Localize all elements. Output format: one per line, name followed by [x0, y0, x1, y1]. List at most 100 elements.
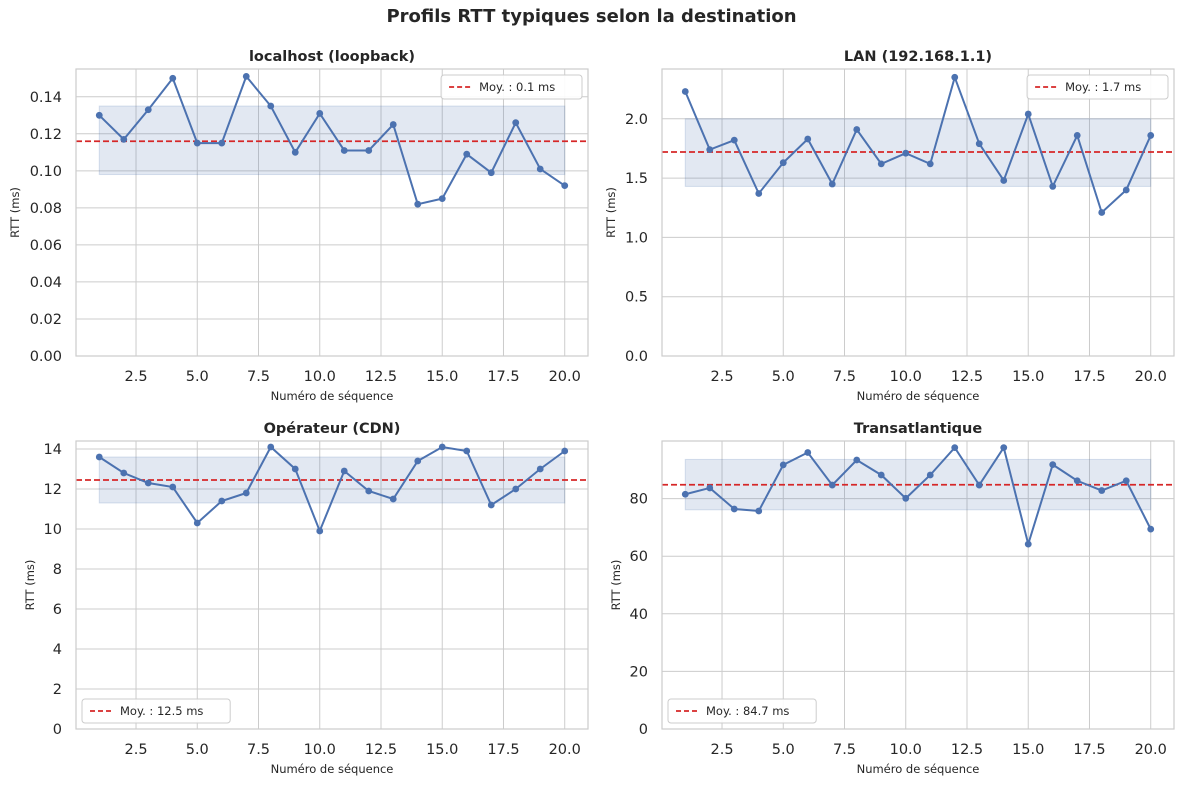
y-tick-label: 14	[44, 442, 62, 458]
x-tick-label: 17.5	[1073, 742, 1105, 758]
x-tick-label: 20.0	[549, 742, 581, 758]
legend: Moy. : 12.5 ms	[81, 698, 231, 724]
data-point	[365, 147, 373, 154]
x-tick-label: 5.0	[772, 742, 795, 758]
data-point	[1147, 525, 1155, 533]
y-axis-label: RTT (ms)	[609, 560, 623, 611]
y-tick-label: 1.0	[625, 230, 648, 246]
y-tick-label: 20	[630, 664, 648, 680]
x-axis-label: Numéro de séquence	[271, 762, 394, 776]
legend-label: Moy. : 84.7 ms	[706, 704, 789, 718]
data-point	[706, 484, 714, 492]
y-tick-label: 0	[53, 722, 62, 738]
data-point	[1000, 444, 1008, 452]
data-point	[316, 110, 324, 117]
data-point	[755, 507, 763, 515]
x-tick-label: 2.5	[710, 742, 733, 758]
y-tick-label: 0.0	[625, 349, 648, 365]
x-tick-label: 7.5	[833, 742, 856, 758]
data-point	[902, 494, 910, 502]
plot-frame	[75, 68, 589, 357]
data-point	[120, 135, 128, 143]
legend: Moy. : 0.1 ms	[440, 74, 583, 100]
y-tick-label: 0.5	[625, 290, 648, 306]
data-point	[975, 481, 983, 489]
y-tick-label: 8	[53, 562, 62, 578]
data-point	[414, 200, 422, 208]
data-point	[975, 140, 983, 148]
data-point	[95, 111, 103, 119]
y-tick-label: 0.14	[30, 90, 62, 106]
data-point	[877, 160, 885, 168]
x-tick-label: 5.0	[186, 369, 209, 385]
data-point	[389, 495, 397, 503]
data-point	[561, 447, 569, 455]
data-point	[463, 447, 471, 455]
y-tick-label: 0.06	[30, 238, 62, 254]
data-point	[193, 139, 201, 147]
data-point	[365, 487, 373, 495]
data-point	[1098, 487, 1106, 494]
data-point	[877, 471, 885, 479]
data-point	[120, 469, 128, 477]
data-point	[340, 467, 348, 475]
y-tick-label: 12	[44, 482, 62, 498]
y-tick-label: 80	[630, 492, 648, 508]
panel-title: localhost (loopback)	[249, 49, 415, 65]
x-tick-label: 17.5	[487, 369, 519, 385]
data-point	[242, 489, 250, 497]
data-point	[536, 165, 544, 173]
x-axis-label: Numéro de séquence	[857, 762, 980, 776]
data-point	[828, 481, 836, 489]
x-tick-label: 10.0	[890, 742, 922, 758]
data-point	[389, 121, 397, 128]
y-tick-label: 6	[53, 602, 62, 618]
data-point	[828, 180, 836, 188]
figure-title: Profils RTT typiques selon la destinatio…	[386, 6, 797, 27]
y-tick-label: 10	[44, 522, 62, 538]
legend-box	[81, 698, 231, 724]
x-tick-label: 12.5	[365, 369, 397, 385]
y-axis-label: RTT (ms)	[23, 560, 37, 611]
x-axis-label: Numéro de séquence	[857, 389, 980, 403]
data-point	[144, 479, 152, 487]
legend: Moy. : 84.7 ms	[667, 698, 817, 724]
rtt-series-line	[684, 74, 1152, 215]
data-point	[291, 148, 299, 156]
x-axis-label: Numéro de séquence	[271, 389, 394, 403]
rtt-series-line	[98, 445, 566, 534]
legend-label: Moy. : 12.5 ms	[120, 704, 203, 718]
data-point	[340, 147, 348, 154]
data-point	[853, 456, 861, 464]
plot-frame	[661, 68, 1175, 357]
panel-title: LAN (192.168.1.1)	[844, 49, 992, 65]
x-tick-label: 2.5	[124, 369, 147, 385]
x-tick-label: 10.0	[304, 742, 336, 758]
x-tick-label: 15.0	[1012, 742, 1044, 758]
data-point	[951, 444, 959, 452]
data-point	[487, 169, 495, 177]
data-point	[95, 453, 103, 461]
data-point	[218, 139, 226, 147]
legend-box	[1026, 74, 1169, 100]
data-point	[902, 149, 910, 157]
x-tick-label: 17.5	[487, 742, 519, 758]
x-tick-label: 7.5	[833, 369, 856, 385]
y-tick-label: 4	[53, 642, 62, 658]
y-tick-label: 60	[630, 549, 648, 565]
y-axis-label: RTT (ms)	[604, 187, 618, 238]
data-point	[169, 483, 177, 491]
y-tick-label: 1.5	[625, 171, 648, 187]
rtt-series-line	[98, 74, 566, 206]
data-point	[193, 519, 201, 527]
x-tick-label: 15.0	[1012, 369, 1044, 385]
legend: Moy. : 1.7 ms	[1026, 74, 1169, 100]
plot-frame	[75, 440, 589, 730]
chart-panel-1: 2.5 5.0 7.5 10.0 12.5 15.0 17.5 20.0 0.00 0.02 0.0…	[8, 49, 589, 403]
legend-box	[667, 698, 817, 724]
y-tick-label: 40	[630, 607, 648, 623]
x-tick-label: 2.5	[710, 369, 733, 385]
panel-title: Transatlantique	[854, 421, 983, 437]
